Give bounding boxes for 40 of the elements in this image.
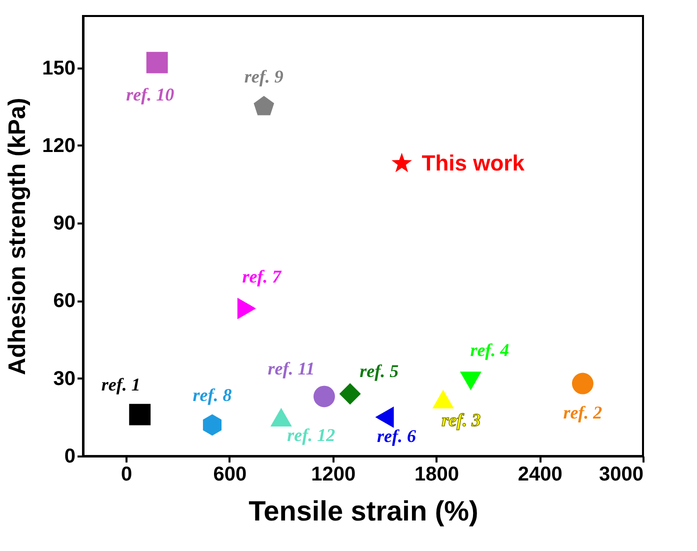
- x-tick-label: 1800: [414, 464, 459, 486]
- x-axis-title: Tensile strain (%): [248, 496, 478, 526]
- series-label: ref. 1: [101, 374, 140, 395]
- y-tick-label: 30: [53, 368, 76, 390]
- series-label: ref. 4: [470, 340, 510, 360]
- point: [432, 390, 454, 408]
- point: [314, 386, 335, 408]
- point: [375, 406, 394, 428]
- y-axis-title: Adhesion strength (kPa): [4, 98, 32, 376]
- point: [460, 372, 482, 390]
- point: [572, 372, 594, 394]
- point: [270, 408, 292, 426]
- point: [202, 414, 222, 436]
- series-label: ref. 5: [360, 360, 399, 381]
- x-tick-label: 0: [121, 464, 132, 486]
- series-label: ref. 2: [563, 402, 602, 423]
- y-tick-label: 90: [53, 212, 76, 235]
- series-label: ref. 10: [126, 84, 174, 105]
- y-tick-label: 60: [53, 290, 76, 312]
- series-label: ref. 7: [242, 266, 282, 286]
- point: [392, 152, 412, 172]
- point: [339, 383, 361, 405]
- y-tick-label: 120: [42, 134, 76, 157]
- y-tick-label: 0: [64, 446, 76, 468]
- y-tick-label: 150: [42, 57, 76, 80]
- x-tick-label: 3000: [599, 464, 644, 486]
- series-label: ref. 3: [442, 410, 481, 430]
- series-label: This work: [422, 150, 526, 176]
- series-label: ref. 9: [244, 66, 284, 87]
- point: [254, 96, 274, 116]
- x-tick-label: 600: [213, 464, 247, 486]
- point: [237, 298, 256, 320]
- series-label: ref. 11: [268, 358, 315, 378]
- series-label: ref. 6: [377, 426, 416, 446]
- point: [146, 52, 168, 74]
- series-label: ref. 12: [287, 425, 336, 446]
- x-tick-label: 1200: [311, 464, 356, 486]
- series-label: ref. 8: [192, 384, 232, 405]
- point: [129, 404, 151, 426]
- x-tick-label: 2400: [518, 464, 562, 486]
